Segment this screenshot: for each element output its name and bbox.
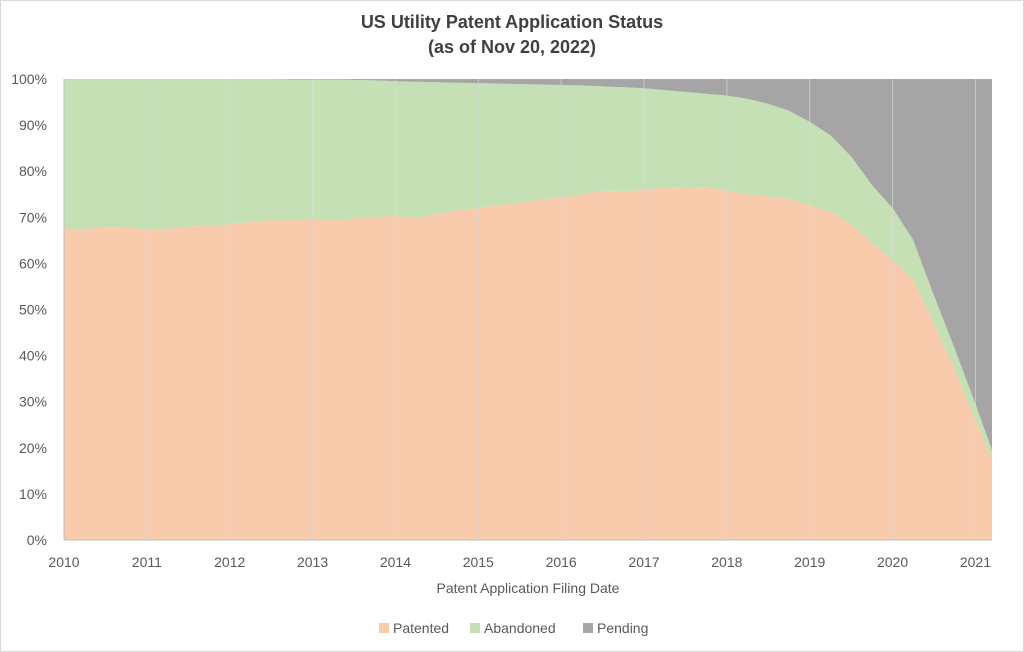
y-tick-label: 60% [19, 255, 47, 271]
legend: Patented Abandoned Pending [379, 620, 648, 636]
y-tick-label: 100% [11, 71, 47, 87]
x-tick-label: 2015 [463, 554, 494, 570]
x-tick-label: 2016 [546, 554, 577, 570]
plot-areas [64, 79, 992, 540]
y-tick-label: 20% [19, 440, 47, 456]
x-tick-label: 2013 [297, 554, 328, 570]
y-tick-label: 40% [19, 348, 47, 364]
y-tick-label: 90% [19, 117, 47, 133]
x-tick-label: 2017 [628, 554, 659, 570]
x-tick-label: 2019 [794, 554, 825, 570]
legend-item-pending: Pending [583, 620, 648, 636]
y-tick-label: 30% [19, 394, 47, 410]
legend-label: Pending [597, 620, 648, 636]
legend-label: Patented [393, 620, 449, 636]
x-tick-label: 2012 [214, 554, 245, 570]
y-tick-labels: 0% 10% 20% 30% 40% 50% 60% 70% 80% 90% 100% [11, 71, 47, 548]
area-patented [64, 187, 992, 540]
x-tick-label: 2021 [960, 554, 991, 570]
x-tick-label: 2018 [711, 554, 742, 570]
x-tick-labels: 2010 2011 2012 2013 2014 2015 2016 2017 2018 2019… [48, 554, 991, 570]
x-tick-label: 2011 [132, 554, 162, 570]
x-axis-label: Patent Application Filing Date [437, 580, 620, 596]
x-tick-label: 2020 [877, 554, 908, 570]
y-tick-label: 10% [19, 486, 47, 502]
legend-item-patented: Patented [379, 620, 449, 636]
legend-swatch [379, 623, 389, 633]
y-tick-label: 50% [19, 302, 47, 318]
x-tick-label: 2014 [380, 554, 411, 570]
y-tick-label: 0% [27, 532, 47, 548]
y-tick-label: 80% [19, 163, 47, 179]
legend-item-abandoned: Abandoned [470, 620, 556, 636]
legend-label: Abandoned [484, 620, 556, 636]
legend-swatch [583, 623, 593, 633]
x-tick-label: 2010 [48, 554, 79, 570]
y-tick-label: 70% [19, 209, 47, 225]
legend-swatch [470, 623, 480, 633]
